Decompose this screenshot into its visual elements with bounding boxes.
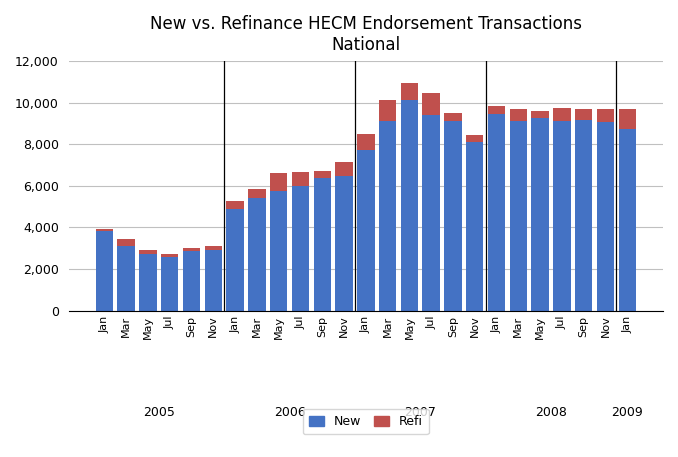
Bar — [248, 198, 266, 311]
Bar — [248, 189, 266, 198]
Text: 2009: 2009 — [612, 406, 643, 419]
Bar — [618, 109, 636, 128]
Bar — [292, 186, 309, 311]
Bar — [466, 142, 483, 311]
Bar — [575, 109, 593, 120]
Bar — [183, 251, 200, 311]
Bar — [357, 134, 374, 150]
Bar — [444, 121, 462, 311]
Bar — [379, 101, 397, 121]
Bar — [510, 109, 527, 121]
Bar — [553, 108, 571, 121]
Bar — [313, 171, 331, 177]
Bar — [336, 162, 353, 176]
Bar — [487, 114, 505, 311]
Text: 2005: 2005 — [143, 406, 175, 419]
Bar — [422, 115, 440, 311]
Bar — [401, 83, 418, 101]
Bar — [422, 93, 440, 115]
Bar — [139, 254, 157, 311]
Bar — [597, 122, 614, 311]
Bar — [226, 202, 244, 209]
Bar — [226, 209, 244, 311]
Bar — [270, 173, 287, 191]
Bar — [183, 248, 200, 251]
Bar — [597, 109, 614, 122]
Bar — [292, 172, 309, 186]
Bar — [532, 111, 549, 118]
Title: New vs. Refinance HECM Endorsement Transactions
National: New vs. Refinance HECM Endorsement Trans… — [150, 15, 582, 54]
Bar — [161, 257, 178, 311]
Bar — [117, 246, 135, 311]
Bar — [205, 246, 222, 250]
Bar — [401, 101, 418, 311]
Bar — [444, 113, 462, 121]
Text: 2007: 2007 — [404, 406, 436, 419]
Legend: New, Refi: New, Refi — [302, 409, 429, 435]
Bar — [336, 176, 353, 311]
Bar — [313, 177, 331, 311]
Bar — [96, 231, 113, 311]
Bar — [205, 250, 222, 311]
Bar — [379, 121, 397, 311]
Bar — [618, 128, 636, 311]
Text: 2008: 2008 — [535, 406, 567, 419]
Bar — [487, 106, 505, 114]
Bar — [466, 135, 483, 142]
Bar — [139, 250, 157, 254]
Bar — [270, 191, 287, 311]
Bar — [161, 254, 178, 257]
Bar — [553, 121, 571, 311]
Bar — [532, 118, 549, 311]
Bar — [510, 121, 527, 311]
Bar — [575, 120, 593, 311]
Bar — [357, 150, 374, 311]
Bar — [96, 228, 113, 231]
Bar — [117, 239, 135, 246]
Text: 2006: 2006 — [274, 406, 305, 419]
